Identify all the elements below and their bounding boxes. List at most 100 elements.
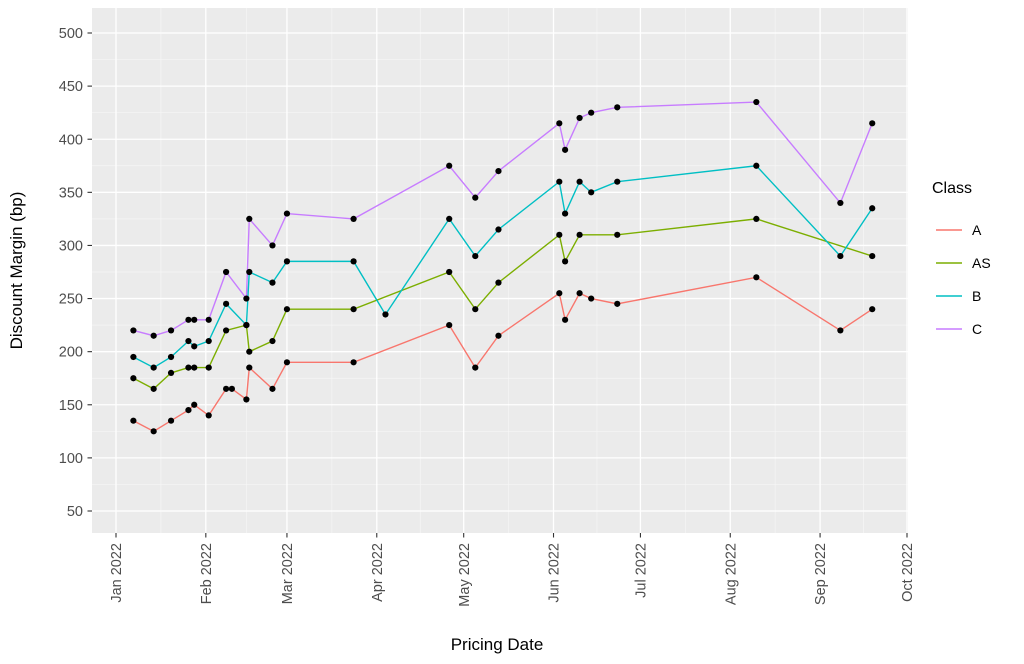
- data-point: [446, 268, 453, 276]
- data-point: [191, 401, 198, 408]
- legend-item-C: C: [936, 321, 982, 337]
- data-point: [837, 327, 844, 334]
- data-point: [130, 375, 137, 382]
- data-point: [562, 316, 569, 323]
- data-point: [283, 359, 291, 366]
- data-point: [472, 194, 479, 201]
- data-point: [446, 215, 453, 222]
- data-point: [191, 364, 198, 371]
- data-point: [382, 311, 389, 318]
- data-point: [576, 290, 583, 297]
- axis-ticks: [87, 32, 908, 538]
- legend: Class A AS B C: [932, 180, 991, 337]
- data-point: [130, 327, 137, 334]
- data-point: [837, 199, 844, 207]
- data-point: [562, 258, 569, 265]
- data-point: [150, 385, 157, 392]
- data-point: [185, 364, 192, 371]
- y-tick-label: 500: [59, 26, 83, 42]
- data-point: [228, 385, 235, 392]
- x-tick-label: May 2022: [457, 543, 473, 607]
- x-tick-label: Jan 2022: [109, 543, 125, 603]
- data-point: [614, 231, 621, 238]
- data-point: [869, 252, 876, 260]
- data-point: [167, 417, 175, 424]
- data-point: [495, 167, 502, 175]
- data-point: [167, 353, 175, 361]
- data-point: [243, 322, 250, 329]
- legend-item-A: A: [936, 222, 982, 238]
- data-point: [446, 322, 453, 329]
- data-point: [243, 295, 250, 302]
- y-tick-label: 150: [59, 398, 83, 414]
- data-point: [350, 306, 357, 313]
- y-axis-title: Discount Margin (bp): [7, 192, 26, 350]
- data-point: [205, 412, 212, 419]
- data-point: [243, 396, 250, 403]
- data-point: [205, 364, 212, 371]
- data-point: [472, 364, 479, 371]
- data-point: [556, 290, 563, 297]
- grid-minor: [92, 8, 908, 533]
- x-tick-label: Oct 2022: [900, 543, 916, 602]
- data-point: [185, 316, 192, 323]
- data-point: [167, 327, 175, 334]
- data-point: [191, 343, 198, 350]
- data-point: [556, 231, 563, 238]
- data-point: [614, 178, 621, 185]
- data-point: [753, 274, 760, 281]
- data-point: [576, 231, 583, 238]
- y-tick-label: 200: [59, 345, 83, 361]
- data-point: [269, 385, 276, 392]
- x-tick-label: Aug 2022: [723, 543, 739, 605]
- legend-label: C: [972, 321, 982, 337]
- data-point: [495, 226, 502, 233]
- data-point: [191, 316, 198, 323]
- legend-item-B: B: [936, 288, 981, 304]
- data-point: [869, 205, 876, 212]
- data-point: [753, 215, 760, 222]
- data-point: [588, 109, 595, 116]
- data-point: [556, 120, 563, 127]
- data-point: [150, 332, 157, 339]
- data-point: [167, 369, 175, 377]
- data-point: [556, 178, 563, 185]
- data-point: [246, 268, 253, 276]
- data-point: [614, 104, 621, 111]
- series-points-B: [130, 162, 876, 371]
- y-axis-labels: 50 100 150 200 250 300 350 400 450 500: [59, 26, 83, 520]
- data-point: [837, 252, 844, 260]
- data-point: [269, 279, 276, 286]
- data-point: [495, 332, 502, 339]
- series-points-AS: [130, 215, 876, 392]
- data-point: [472, 306, 479, 313]
- data-point: [350, 258, 357, 265]
- data-point: [350, 215, 357, 222]
- series-points-C: [130, 98, 876, 339]
- data-point: [130, 417, 137, 424]
- data-point: [185, 406, 192, 414]
- data-point: [472, 252, 479, 260]
- data-point: [130, 353, 137, 361]
- x-tick-label: Apr 2022: [370, 543, 386, 602]
- data-point: [150, 364, 157, 371]
- y-tick-label: 450: [59, 79, 83, 95]
- data-point: [562, 146, 569, 153]
- y-tick-label: 50: [67, 504, 83, 520]
- x-tick-label: Jun 2022: [547, 543, 563, 603]
- legend-item-AS: AS: [936, 255, 991, 271]
- data-point: [588, 295, 595, 302]
- data-point: [753, 162, 760, 169]
- data-point: [869, 120, 876, 127]
- x-tick-label: Jul 2022: [634, 543, 650, 598]
- data-point: [283, 210, 291, 217]
- y-tick-label: 100: [59, 451, 83, 467]
- data-point: [350, 359, 357, 366]
- data-point: [223, 327, 230, 334]
- x-tick-label: Feb 2022: [199, 543, 215, 604]
- data-point: [205, 316, 212, 323]
- data-point: [246, 215, 253, 222]
- data-point: [246, 364, 253, 371]
